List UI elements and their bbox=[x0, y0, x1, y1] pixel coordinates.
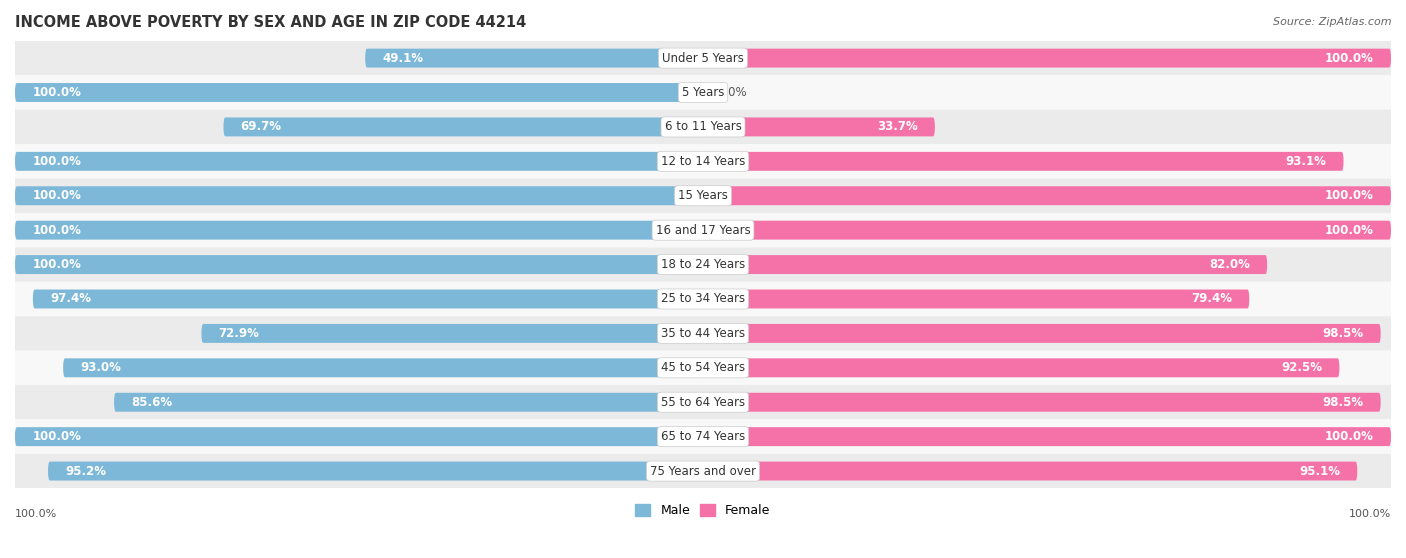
Text: 55 to 64 Years: 55 to 64 Years bbox=[661, 396, 745, 408]
FancyBboxPatch shape bbox=[15, 282, 1391, 316]
Text: INCOME ABOVE POVERTY BY SEX AND AGE IN ZIP CODE 44214: INCOME ABOVE POVERTY BY SEX AND AGE IN Z… bbox=[15, 15, 526, 30]
FancyBboxPatch shape bbox=[15, 144, 1391, 179]
Text: 100.0%: 100.0% bbox=[32, 189, 82, 202]
FancyBboxPatch shape bbox=[703, 255, 1267, 274]
FancyBboxPatch shape bbox=[15, 41, 1391, 75]
Text: 100.0%: 100.0% bbox=[15, 509, 58, 519]
FancyBboxPatch shape bbox=[224, 117, 703, 136]
Text: 5 Years: 5 Years bbox=[682, 86, 724, 99]
FancyBboxPatch shape bbox=[703, 427, 1391, 446]
Text: 100.0%: 100.0% bbox=[32, 430, 82, 443]
Text: Source: ZipAtlas.com: Source: ZipAtlas.com bbox=[1274, 17, 1392, 27]
FancyBboxPatch shape bbox=[703, 324, 1381, 343]
FancyBboxPatch shape bbox=[366, 49, 703, 68]
Text: 100.0%: 100.0% bbox=[1324, 430, 1374, 443]
Text: 16 and 17 Years: 16 and 17 Years bbox=[655, 224, 751, 237]
FancyBboxPatch shape bbox=[15, 255, 703, 274]
Text: 69.7%: 69.7% bbox=[240, 121, 281, 133]
FancyBboxPatch shape bbox=[15, 420, 1391, 454]
Text: 35 to 44 Years: 35 to 44 Years bbox=[661, 327, 745, 340]
FancyBboxPatch shape bbox=[15, 179, 1391, 213]
FancyBboxPatch shape bbox=[32, 290, 703, 309]
Text: 82.0%: 82.0% bbox=[1209, 258, 1250, 271]
Text: 45 to 54 Years: 45 to 54 Years bbox=[661, 362, 745, 374]
Text: 100.0%: 100.0% bbox=[1324, 189, 1374, 202]
Text: 100.0%: 100.0% bbox=[1324, 224, 1374, 237]
FancyBboxPatch shape bbox=[63, 358, 703, 377]
Text: 100.0%: 100.0% bbox=[32, 258, 82, 271]
Text: 100.0%: 100.0% bbox=[32, 86, 82, 99]
FancyBboxPatch shape bbox=[703, 393, 1381, 412]
Text: 72.9%: 72.9% bbox=[219, 327, 260, 340]
FancyBboxPatch shape bbox=[15, 152, 703, 171]
Text: 100.0%: 100.0% bbox=[32, 224, 82, 237]
Text: 49.1%: 49.1% bbox=[382, 51, 423, 65]
FancyBboxPatch shape bbox=[703, 186, 1391, 205]
Text: Under 5 Years: Under 5 Years bbox=[662, 51, 744, 65]
FancyBboxPatch shape bbox=[15, 213, 1391, 247]
FancyBboxPatch shape bbox=[703, 290, 1250, 309]
Text: 100.0%: 100.0% bbox=[1324, 51, 1374, 65]
FancyBboxPatch shape bbox=[15, 385, 1391, 420]
Text: 18 to 24 Years: 18 to 24 Years bbox=[661, 258, 745, 271]
Text: 95.1%: 95.1% bbox=[1299, 465, 1340, 478]
Text: 15 Years: 15 Years bbox=[678, 189, 728, 202]
Text: 25 to 34 Years: 25 to 34 Years bbox=[661, 292, 745, 305]
Text: 85.6%: 85.6% bbox=[131, 396, 173, 408]
FancyBboxPatch shape bbox=[15, 247, 1391, 282]
Text: 65 to 74 Years: 65 to 74 Years bbox=[661, 430, 745, 443]
Text: 93.0%: 93.0% bbox=[80, 362, 121, 374]
FancyBboxPatch shape bbox=[703, 461, 1357, 480]
FancyBboxPatch shape bbox=[15, 83, 703, 102]
FancyBboxPatch shape bbox=[48, 461, 703, 480]
FancyBboxPatch shape bbox=[15, 316, 1391, 350]
Text: 95.2%: 95.2% bbox=[65, 465, 107, 478]
FancyBboxPatch shape bbox=[15, 186, 703, 205]
FancyBboxPatch shape bbox=[15, 221, 703, 239]
FancyBboxPatch shape bbox=[15, 75, 1391, 110]
FancyBboxPatch shape bbox=[15, 350, 1391, 385]
Text: 98.5%: 98.5% bbox=[1323, 327, 1364, 340]
Text: 97.4%: 97.4% bbox=[51, 292, 91, 305]
Text: 92.5%: 92.5% bbox=[1281, 362, 1322, 374]
FancyBboxPatch shape bbox=[15, 110, 1391, 144]
FancyBboxPatch shape bbox=[703, 49, 1391, 68]
FancyBboxPatch shape bbox=[703, 152, 1344, 171]
FancyBboxPatch shape bbox=[15, 454, 1391, 488]
FancyBboxPatch shape bbox=[114, 393, 703, 412]
Text: 0.0%: 0.0% bbox=[717, 86, 747, 99]
Text: 100.0%: 100.0% bbox=[1348, 509, 1391, 519]
Text: 100.0%: 100.0% bbox=[32, 155, 82, 168]
Text: 75 Years and over: 75 Years and over bbox=[650, 465, 756, 478]
Text: 6 to 11 Years: 6 to 11 Years bbox=[665, 121, 741, 133]
Text: 98.5%: 98.5% bbox=[1323, 396, 1364, 408]
FancyBboxPatch shape bbox=[703, 117, 935, 136]
FancyBboxPatch shape bbox=[703, 358, 1340, 377]
FancyBboxPatch shape bbox=[15, 427, 703, 446]
FancyBboxPatch shape bbox=[703, 221, 1391, 239]
Text: 33.7%: 33.7% bbox=[877, 121, 918, 133]
Text: 79.4%: 79.4% bbox=[1191, 292, 1232, 305]
FancyBboxPatch shape bbox=[201, 324, 703, 343]
Text: 12 to 14 Years: 12 to 14 Years bbox=[661, 155, 745, 168]
Text: 93.1%: 93.1% bbox=[1285, 155, 1326, 168]
Legend: Male, Female: Male, Female bbox=[630, 499, 776, 522]
